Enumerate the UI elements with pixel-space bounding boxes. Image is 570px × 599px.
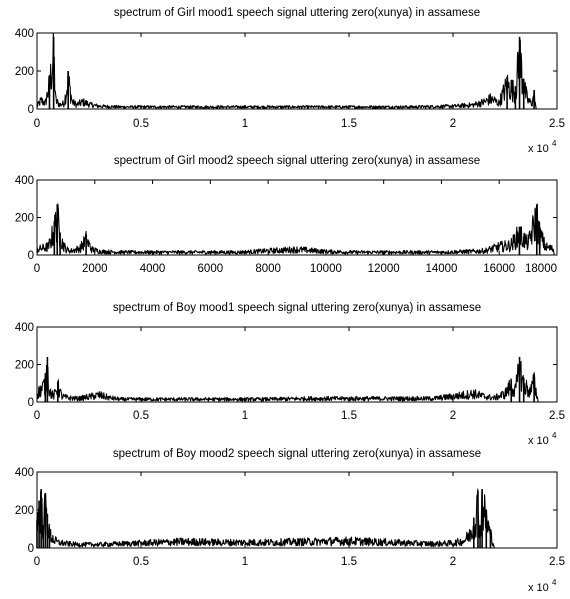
x-tick-label: 1.5 <box>341 118 357 130</box>
x-tick-label: 8000 <box>255 263 281 275</box>
x-axis-multiplier: x 10 <box>528 143 549 155</box>
spectrum-line <box>36 203 555 256</box>
y-tick-label: 400 <box>15 467 34 479</box>
x-axis-multiplier-exponent: 4 <box>552 139 557 148</box>
spectrum-line <box>36 488 496 549</box>
chart-title: spectrum of Girl mood2 speech signal utt… <box>114 155 480 167</box>
spectrum-line <box>36 360 539 403</box>
y-tick-label: 0 <box>28 397 34 409</box>
x-tick-label: 0 <box>34 410 40 422</box>
x-tick-label: 2 <box>450 410 456 422</box>
chart-title: spectrum of Boy mood2 speech signal utte… <box>113 448 481 460</box>
x-tick-label: 4000 <box>140 263 166 275</box>
x-tick-label: 0.5 <box>133 410 149 422</box>
x-tick-label: 2 <box>450 556 456 568</box>
x-tick-label: 18000 <box>525 263 557 275</box>
chart-title: spectrum of Girl mood1 speech signal utt… <box>114 7 480 19</box>
y-tick-label: 400 <box>15 28 34 40</box>
x-tick-label: 0 <box>34 118 40 130</box>
y-tick-label: 0 <box>28 543 34 555</box>
x-tick-label: 2 <box>450 118 456 130</box>
x-tick-label: 0 <box>34 556 40 568</box>
chart-panel-2: spectrum of Girl mood2 speech signal utt… <box>15 155 558 275</box>
plot-area-frame <box>36 179 558 256</box>
x-tick-label: 2.5 <box>549 118 565 130</box>
x-axis-multiplier-exponent: 4 <box>552 578 557 587</box>
chart-panel-3: spectrum of Boy mood1 speech signal utte… <box>15 302 565 447</box>
y-tick-label: 200 <box>15 213 34 225</box>
x-tick-label: 1 <box>242 556 248 568</box>
y-tick-label: 200 <box>15 505 34 517</box>
y-tick-label: 200 <box>15 66 34 78</box>
x-tick-label: 1.5 <box>341 410 357 422</box>
chart-panel-1: spectrum of Girl mood1 speech signal utt… <box>15 7 565 155</box>
x-tick-label: 1.5 <box>341 556 357 568</box>
x-axis-multiplier-exponent: 4 <box>552 431 557 440</box>
x-tick-label: 6000 <box>198 263 224 275</box>
chart-title: spectrum of Boy mood1 speech signal utte… <box>113 302 481 314</box>
x-tick-label: 10000 <box>310 263 342 275</box>
x-tick-label: 0 <box>34 263 40 275</box>
y-tick-label: 400 <box>15 322 34 334</box>
x-tick-label: 0.5 <box>133 118 149 130</box>
x-tick-label: 2.5 <box>549 556 565 568</box>
x-tick-label: 16000 <box>483 263 515 275</box>
x-tick-label: 1 <box>242 118 248 130</box>
chart-panel-4: spectrum of Boy mood2 speech signal utte… <box>15 448 565 594</box>
y-tick-label: 0 <box>28 104 34 116</box>
x-tick-label: 2000 <box>82 263 108 275</box>
x-axis-multiplier: x 10 <box>528 582 549 594</box>
y-tick-label: 200 <box>15 360 34 372</box>
x-axis-multiplier: x 10 <box>528 435 549 447</box>
x-tick-label: 0.5 <box>133 556 149 568</box>
spectrum-line <box>36 32 537 110</box>
x-tick-label: 1 <box>242 410 248 422</box>
y-tick-label: 400 <box>15 175 34 187</box>
x-tick-label: 2.5 <box>549 410 565 422</box>
x-tick-label: 12000 <box>368 263 400 275</box>
x-tick-label: 14000 <box>425 263 457 275</box>
y-tick-label: 0 <box>28 250 34 262</box>
plot-area-frame <box>36 32 558 110</box>
